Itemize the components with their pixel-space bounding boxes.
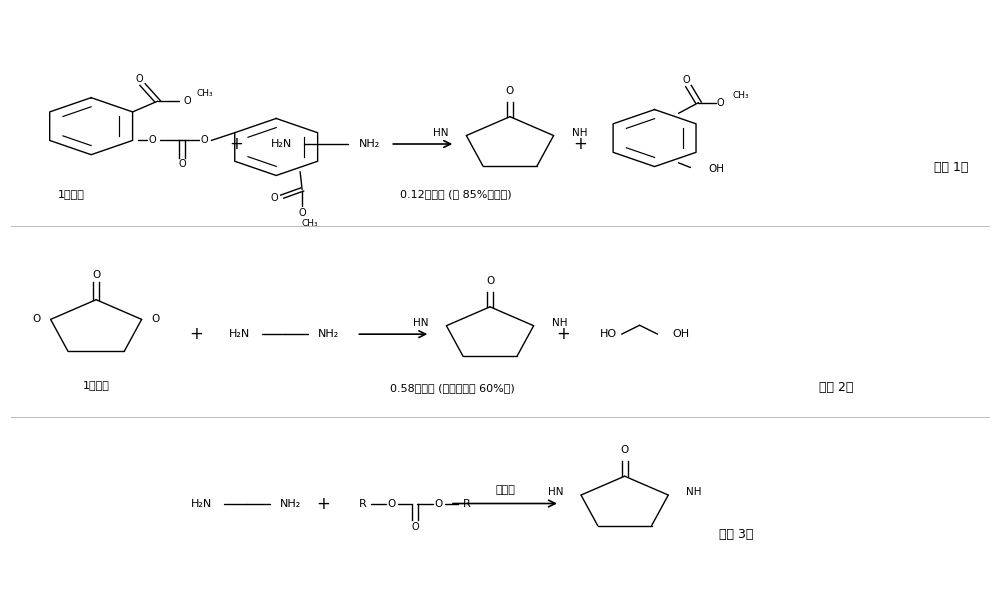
Text: O: O (486, 276, 494, 286)
Text: O: O (201, 136, 208, 146)
Text: OH: OH (708, 164, 724, 174)
Text: +: + (556, 325, 570, 343)
Text: NH₂: NH₂ (318, 329, 339, 339)
Text: O: O (92, 270, 100, 280)
Text: H₂N: H₂N (229, 329, 250, 339)
Text: （式 2）: （式 2） (819, 381, 853, 394)
Text: O: O (149, 136, 156, 146)
Text: NH: NH (686, 487, 702, 497)
Text: OH: OH (673, 329, 690, 339)
Text: O: O (33, 315, 41, 324)
Text: +: + (573, 135, 587, 153)
Text: O: O (184, 96, 191, 106)
Text: O: O (506, 86, 514, 96)
Text: 1吨原料: 1吨原料 (83, 380, 110, 390)
Text: HN: HN (548, 487, 563, 497)
Text: 0.58吨产品 (以实际收率 60%计): 0.58吨产品 (以实际收率 60%计) (390, 383, 515, 393)
Text: O: O (717, 98, 724, 107)
Text: O: O (179, 159, 186, 169)
Text: HN: HN (413, 318, 428, 328)
Text: 1吨原料: 1吨原料 (58, 189, 85, 199)
Text: R: R (358, 498, 366, 509)
Text: HO: HO (600, 329, 617, 339)
Text: 甲醇钠: 甲醇钠 (495, 485, 515, 496)
Text: O: O (136, 73, 143, 84)
Text: +: + (189, 325, 203, 343)
Text: O: O (621, 445, 629, 456)
Text: +: + (229, 135, 243, 153)
Text: O: O (683, 75, 690, 85)
Text: O: O (298, 208, 306, 219)
Text: HN: HN (433, 128, 448, 137)
Text: CH₃: CH₃ (196, 89, 213, 98)
Text: O: O (411, 522, 419, 533)
Text: CH₃: CH₃ (302, 220, 318, 229)
Text: 0.12吨产品 (以 85%收率计): 0.12吨产品 (以 85%收率计) (400, 189, 512, 199)
Text: +: + (317, 494, 330, 512)
Text: O: O (151, 315, 160, 324)
Text: O: O (270, 193, 278, 204)
Text: R: R (463, 498, 471, 509)
Text: （式 1）: （式 1） (934, 161, 969, 174)
Text: （式 3）: （式 3） (719, 528, 754, 541)
Text: H₂N: H₂N (191, 498, 212, 509)
Text: NH: NH (572, 128, 587, 137)
Text: NH₂: NH₂ (358, 139, 380, 149)
Text: H₂N: H₂N (271, 139, 292, 149)
Text: NH: NH (552, 318, 567, 328)
Text: NH₂: NH₂ (280, 498, 301, 509)
Text: O: O (387, 498, 395, 509)
Text: CH₃: CH₃ (732, 91, 749, 100)
Text: O: O (434, 498, 442, 509)
